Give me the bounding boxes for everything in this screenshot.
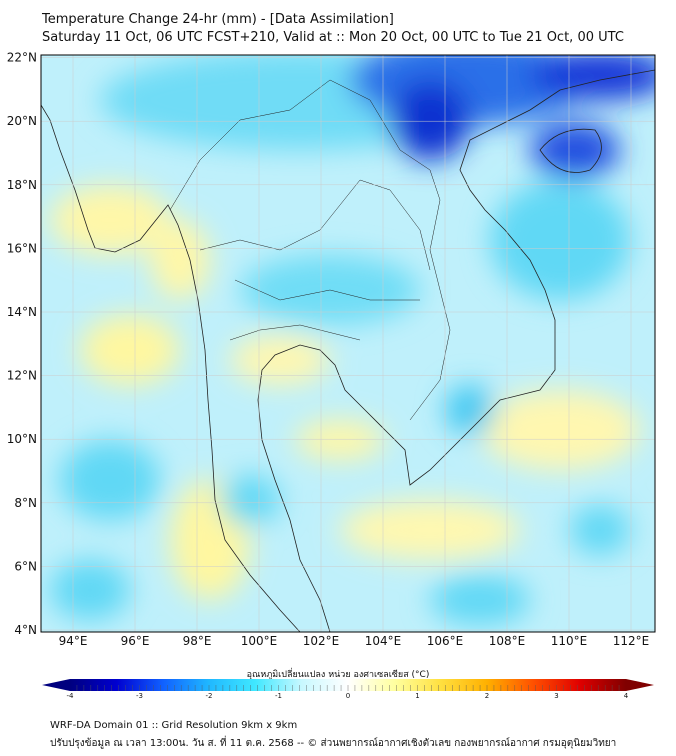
lat-tick-label: 14°N [7, 305, 37, 319]
lon-tick-label: 106°E [427, 634, 464, 648]
colorbar-tick-label: -3 [136, 692, 143, 700]
colorbar-tick-label: 3 [554, 692, 559, 700]
lat-tick-label: 18°N [7, 178, 37, 192]
graticule [41, 55, 655, 632]
lat-tick-label: 8°N [14, 496, 37, 510]
lat-tick-label: 22°N [7, 51, 37, 65]
temperature-change-map: 4°N 6°N 8°N 10°N 12°N 14°N 16°N 18°N 20°N 22°N 94… [7, 51, 656, 648]
lon-tick-label: 110°E [551, 634, 588, 648]
lon-tick-label: 100°E [241, 634, 278, 648]
field-layer [41, 55, 655, 632]
lon-tick-label: 108°E [489, 634, 526, 648]
lon-tick-label: 96°E [121, 634, 150, 648]
lat-tick-label: 12°N [7, 369, 37, 383]
lon-tick-label: 102°E [303, 634, 340, 648]
lon-tick-label: 98°E [183, 634, 212, 648]
map-title: Temperature Change 24-hr (mm) - [Data As… [42, 12, 394, 27]
footer-update-info: ปรับปรุงข้อมูล ณ เวลา 13:00น. วัน ส. ที่… [50, 738, 617, 749]
lat-tick-label: 20°N [7, 114, 37, 128]
colorbar-tick-label: 4 [623, 692, 629, 700]
colorbar-tick-label: -4 [66, 692, 74, 700]
footer-model-info: WRF-DA Domain 01 :: Grid Resolution 9km … [50, 720, 298, 731]
colorbar-tick-label: -1 [275, 692, 282, 700]
map-subtitle: Saturday 11 Oct, 06 UTC FCST+210, Valid … [42, 30, 624, 45]
colorbar-tick-label: 1 [415, 692, 420, 700]
borders [169, 79, 451, 421]
map-frame [40, 54, 656, 633]
colorbar-tick-label: 0 [345, 692, 351, 700]
colorbar-tick-label: -2 [205, 692, 213, 700]
colorbar-min-extend [42, 679, 70, 691]
lon-tick-label: 94°E [59, 634, 88, 648]
lat-tick-label: 16°N [7, 241, 37, 255]
lat-tick-label: 4°N [14, 623, 37, 637]
lon-tick-label: 104°E [365, 634, 402, 648]
colorbar-tick-label: 2 [484, 692, 490, 700]
lat-tick-label: 6°N [14, 559, 37, 573]
lat-tick-label: 10°N [7, 432, 37, 446]
colorbar [42, 679, 654, 691]
lon-tick-label: 112°E [613, 634, 650, 648]
colorbar-max-extend [626, 679, 654, 691]
colorbar-label: อุณหภูมิเปลี่ยนแปลง หน่วย องศาเซลเซียส (… [246, 670, 430, 680]
